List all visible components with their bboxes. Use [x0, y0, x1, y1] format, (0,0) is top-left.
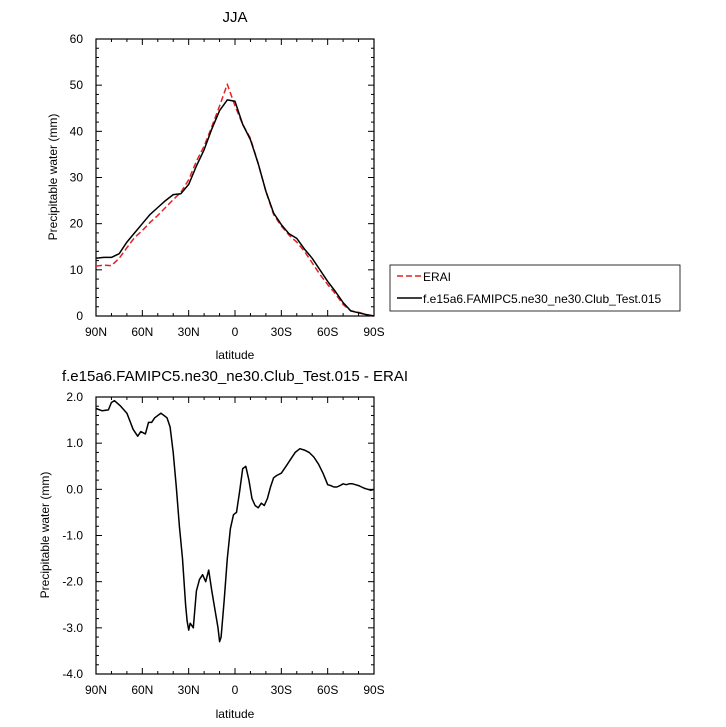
top-x-ticks: 90N 60N 30N 0 30S 60S 90S [85, 39, 385, 339]
top-y-tick-label: 0 [76, 309, 83, 323]
bottom-x-tick-label: 90N [85, 683, 107, 697]
bottom-y-tick-label: -4.0 [62, 667, 83, 681]
bottom-y-tick-label: 2.0 [66, 390, 83, 404]
legend-label-erai: ERAI [423, 270, 451, 284]
top-y-tick-label: 10 [70, 263, 84, 277]
bottom-y-tick-label: -2.0 [62, 575, 83, 589]
legend: ERAI f.e15a6.FAMIPC5.ne30_ne30.Club_Test… [389, 264, 681, 312]
top-plot-frame [95, 38, 375, 317]
bottom-x-axis-label: latitude [216, 707, 255, 721]
bottom-panel: f.e15a6.FAMIPC5.ne30_ne30.Club_Test.015 … [38, 368, 408, 721]
top-x-tick-label: 60N [131, 325, 153, 339]
top-panel: JJA 90N 60N 30N 0 30S 60S 90S 0 10 20 30 40 50 60 la… [46, 9, 385, 362]
top-series [95, 83, 375, 317]
top-y-tick-label: 30 [70, 171, 84, 185]
bottom-y-tick-label: -3.0 [62, 621, 83, 635]
bottom-y-ticks: -4.0 -3.0 -2.0 -1.0 0.0 1.0 2.0 [62, 390, 374, 681]
bottom-series [95, 399, 375, 643]
legend-box [389, 264, 681, 312]
top-x-axis-label: latitude [216, 348, 255, 362]
top-y-tick-label: 60 [70, 32, 84, 46]
bottom-series-line-0 [95, 399, 375, 643]
top-y-ticks: 0 10 20 30 40 50 60 [70, 32, 374, 323]
bottom-x-tick-label: 60S [317, 683, 338, 697]
bottom-y-tick-label: 1.0 [66, 436, 83, 450]
bottom-x-ticks: 90N 60N 30N 0 30S 60S 90S [85, 397, 385, 697]
top-y-tick-label: 40 [70, 124, 84, 138]
bottom-x-tick-label: 30N [178, 683, 200, 697]
legend-label-model: f.e15a6.FAMIPC5.ne30_ne30.Club_Test.015 [423, 292, 661, 306]
top-y-axis-label: Precipitable water (mm) [46, 114, 60, 241]
bottom-y-axis-label: Precipitable water (mm) [38, 472, 52, 599]
top-series-line-1 [95, 99, 375, 317]
top-chart-title: JJA [222, 9, 247, 26]
bottom-x-tick-label: 90S [363, 683, 384, 697]
top-x-tick-label: 90S [363, 325, 384, 339]
bottom-x-tick-label: 60N [131, 683, 153, 697]
top-y-tick-label: 50 [70, 78, 84, 92]
bottom-y-tick-label: -1.0 [62, 529, 83, 543]
bottom-chart-title: f.e15a6.FAMIPC5.ne30_ne30.Club_Test.015 … [62, 368, 408, 385]
bottom-x-tick-label: 0 [232, 683, 239, 697]
top-x-tick-label: 0 [232, 325, 239, 339]
top-x-tick-label: 30S [271, 325, 292, 339]
top-x-tick-label: 60S [317, 325, 338, 339]
bottom-plot-frame [95, 396, 375, 675]
bottom-x-tick-label: 30S [271, 683, 292, 697]
top-y-tick-label: 20 [70, 217, 84, 231]
top-series-line-0 [95, 83, 375, 317]
top-x-tick-label: 90N [85, 325, 107, 339]
bottom-y-tick-label: 0.0 [66, 482, 83, 496]
top-x-tick-label: 30N [178, 325, 200, 339]
